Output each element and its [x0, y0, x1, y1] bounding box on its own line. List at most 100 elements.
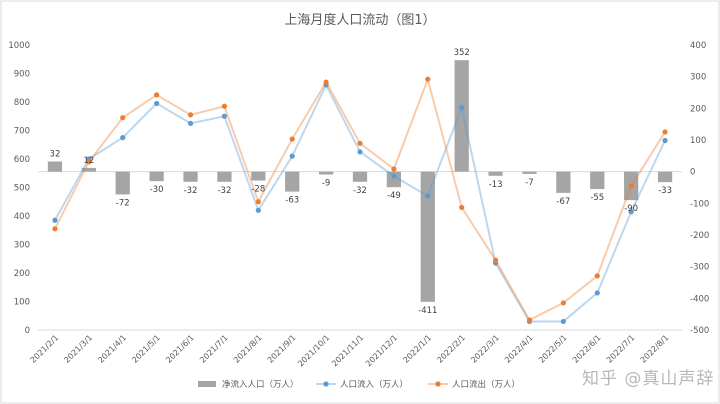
series-point — [391, 173, 397, 179]
legend-label: 人口流入（万人） — [340, 379, 408, 390]
bar-data-label: -411 — [418, 306, 437, 316]
series-point — [120, 135, 126, 141]
left-tick-label: 500 — [14, 184, 30, 194]
series-point — [459, 204, 465, 211]
category-label: 2022/3/1 — [469, 333, 501, 365]
category-label: 2022/6/1 — [571, 333, 603, 365]
series-point — [187, 112, 194, 118]
bar-data-label: -33 — [658, 186, 672, 196]
left-tick-label: 1000 — [8, 41, 30, 51]
chart-title: 上海月度人口流动（图1） — [284, 12, 435, 28]
right-tick-label: -100 — [690, 199, 709, 209]
series-point — [289, 136, 295, 142]
category-label: 2021/11/1 — [330, 333, 365, 368]
category-label: 2021/4/1 — [96, 333, 128, 365]
series-point — [357, 149, 363, 155]
bar-data-label: -72 — [116, 198, 130, 208]
series-point — [662, 129, 668, 135]
series-point — [187, 120, 194, 126]
series-point — [425, 193, 431, 199]
series-point — [86, 159, 92, 165]
right-tick-label: 400 — [690, 41, 706, 51]
series-point — [560, 318, 566, 325]
net-inflow-bar — [352, 171, 368, 182]
right-tick-label: -200 — [690, 231, 709, 241]
bar-data-label: 352 — [454, 48, 470, 58]
series-point — [628, 209, 634, 215]
bar-data-label: -32 — [184, 186, 198, 196]
series-point — [323, 79, 329, 85]
category-label: 2022/8/1 — [639, 333, 671, 365]
bar-data-label: -67 — [556, 197, 570, 207]
right-tick-label: -500 — [690, 326, 709, 336]
net-inflow-bar — [386, 171, 402, 188]
category-label: 2022/1/1 — [401, 333, 433, 365]
category-label: 2022/7/1 — [605, 333, 637, 365]
net-inflow-bar — [115, 171, 130, 195]
left-tick-label: 900 — [14, 70, 30, 80]
net-inflow-bar — [47, 161, 63, 172]
category-label: 2021/12/1 — [364, 333, 399, 368]
legend-label: 净流入人口（万人） — [222, 379, 299, 390]
category-label: 2022/5/1 — [537, 333, 569, 365]
series-point — [289, 153, 295, 159]
series-point — [560, 300, 566, 306]
left-tick-label: 800 — [14, 98, 30, 108]
category-label: 2021/2/1 — [29, 333, 61, 365]
right-tick-label: 200 — [690, 104, 706, 114]
series-point — [255, 199, 261, 205]
left-tick-label: 0 — [25, 326, 30, 336]
net-inflow-bar — [318, 171, 334, 175]
bar-data-label: -63 — [285, 196, 299, 206]
series-point — [662, 137, 668, 144]
series-point — [52, 226, 58, 232]
left-tick-label: 600 — [14, 155, 30, 165]
series-point — [357, 140, 363, 146]
series-point — [255, 207, 261, 213]
category-label: 2021/7/1 — [198, 333, 230, 365]
series-point — [594, 273, 600, 279]
series-point — [52, 217, 58, 223]
net-inflow-bar — [488, 171, 503, 176]
net-inflow-bar — [454, 60, 469, 172]
bar-data-label: -13 — [489, 180, 503, 190]
net-inflow-bar — [590, 171, 605, 190]
left-tick-label: 200 — [14, 269, 30, 279]
left-tick-label: 400 — [14, 212, 30, 222]
series-point — [120, 115, 126, 121]
series-point — [459, 105, 465, 111]
series-line — [54, 82, 666, 323]
category-label: 2021/3/1 — [62, 333, 94, 365]
series-point — [154, 100, 160, 107]
net-inflow-bar — [522, 171, 537, 174]
category-label: 2021/5/1 — [130, 333, 162, 365]
net-inflow-bar — [217, 171, 232, 182]
series-point — [594, 290, 600, 296]
bar-data-label: -55 — [590, 193, 604, 203]
category-label: 2021/10/1 — [296, 333, 331, 368]
bar-data-label: -7 — [525, 178, 533, 188]
right-tick-label: 0 — [690, 168, 695, 178]
series-point — [391, 166, 397, 172]
net-inflow-bar — [81, 167, 96, 172]
bar-data-label: -49 — [387, 191, 401, 201]
net-inflow-bar — [657, 171, 673, 183]
net-inflow-bar — [285, 171, 300, 192]
category-label: 2021/8/1 — [232, 333, 264, 365]
series-point — [154, 92, 160, 98]
left-tick-label: 100 — [14, 298, 30, 308]
bar-data-label: 12 — [83, 156, 94, 166]
left-tick-label: 700 — [14, 127, 30, 137]
legend-swatch — [198, 381, 216, 387]
bar-data-label: -32 — [217, 186, 231, 196]
net-inflow-bar — [149, 171, 164, 182]
bar-data-label: -90 — [624, 204, 638, 214]
legend-swatch-point — [323, 381, 329, 387]
right-tick-label: -300 — [690, 263, 709, 273]
category-label: 2022/4/1 — [503, 333, 535, 365]
series-point — [526, 317, 533, 323]
right-tick-label: 100 — [690, 136, 706, 146]
